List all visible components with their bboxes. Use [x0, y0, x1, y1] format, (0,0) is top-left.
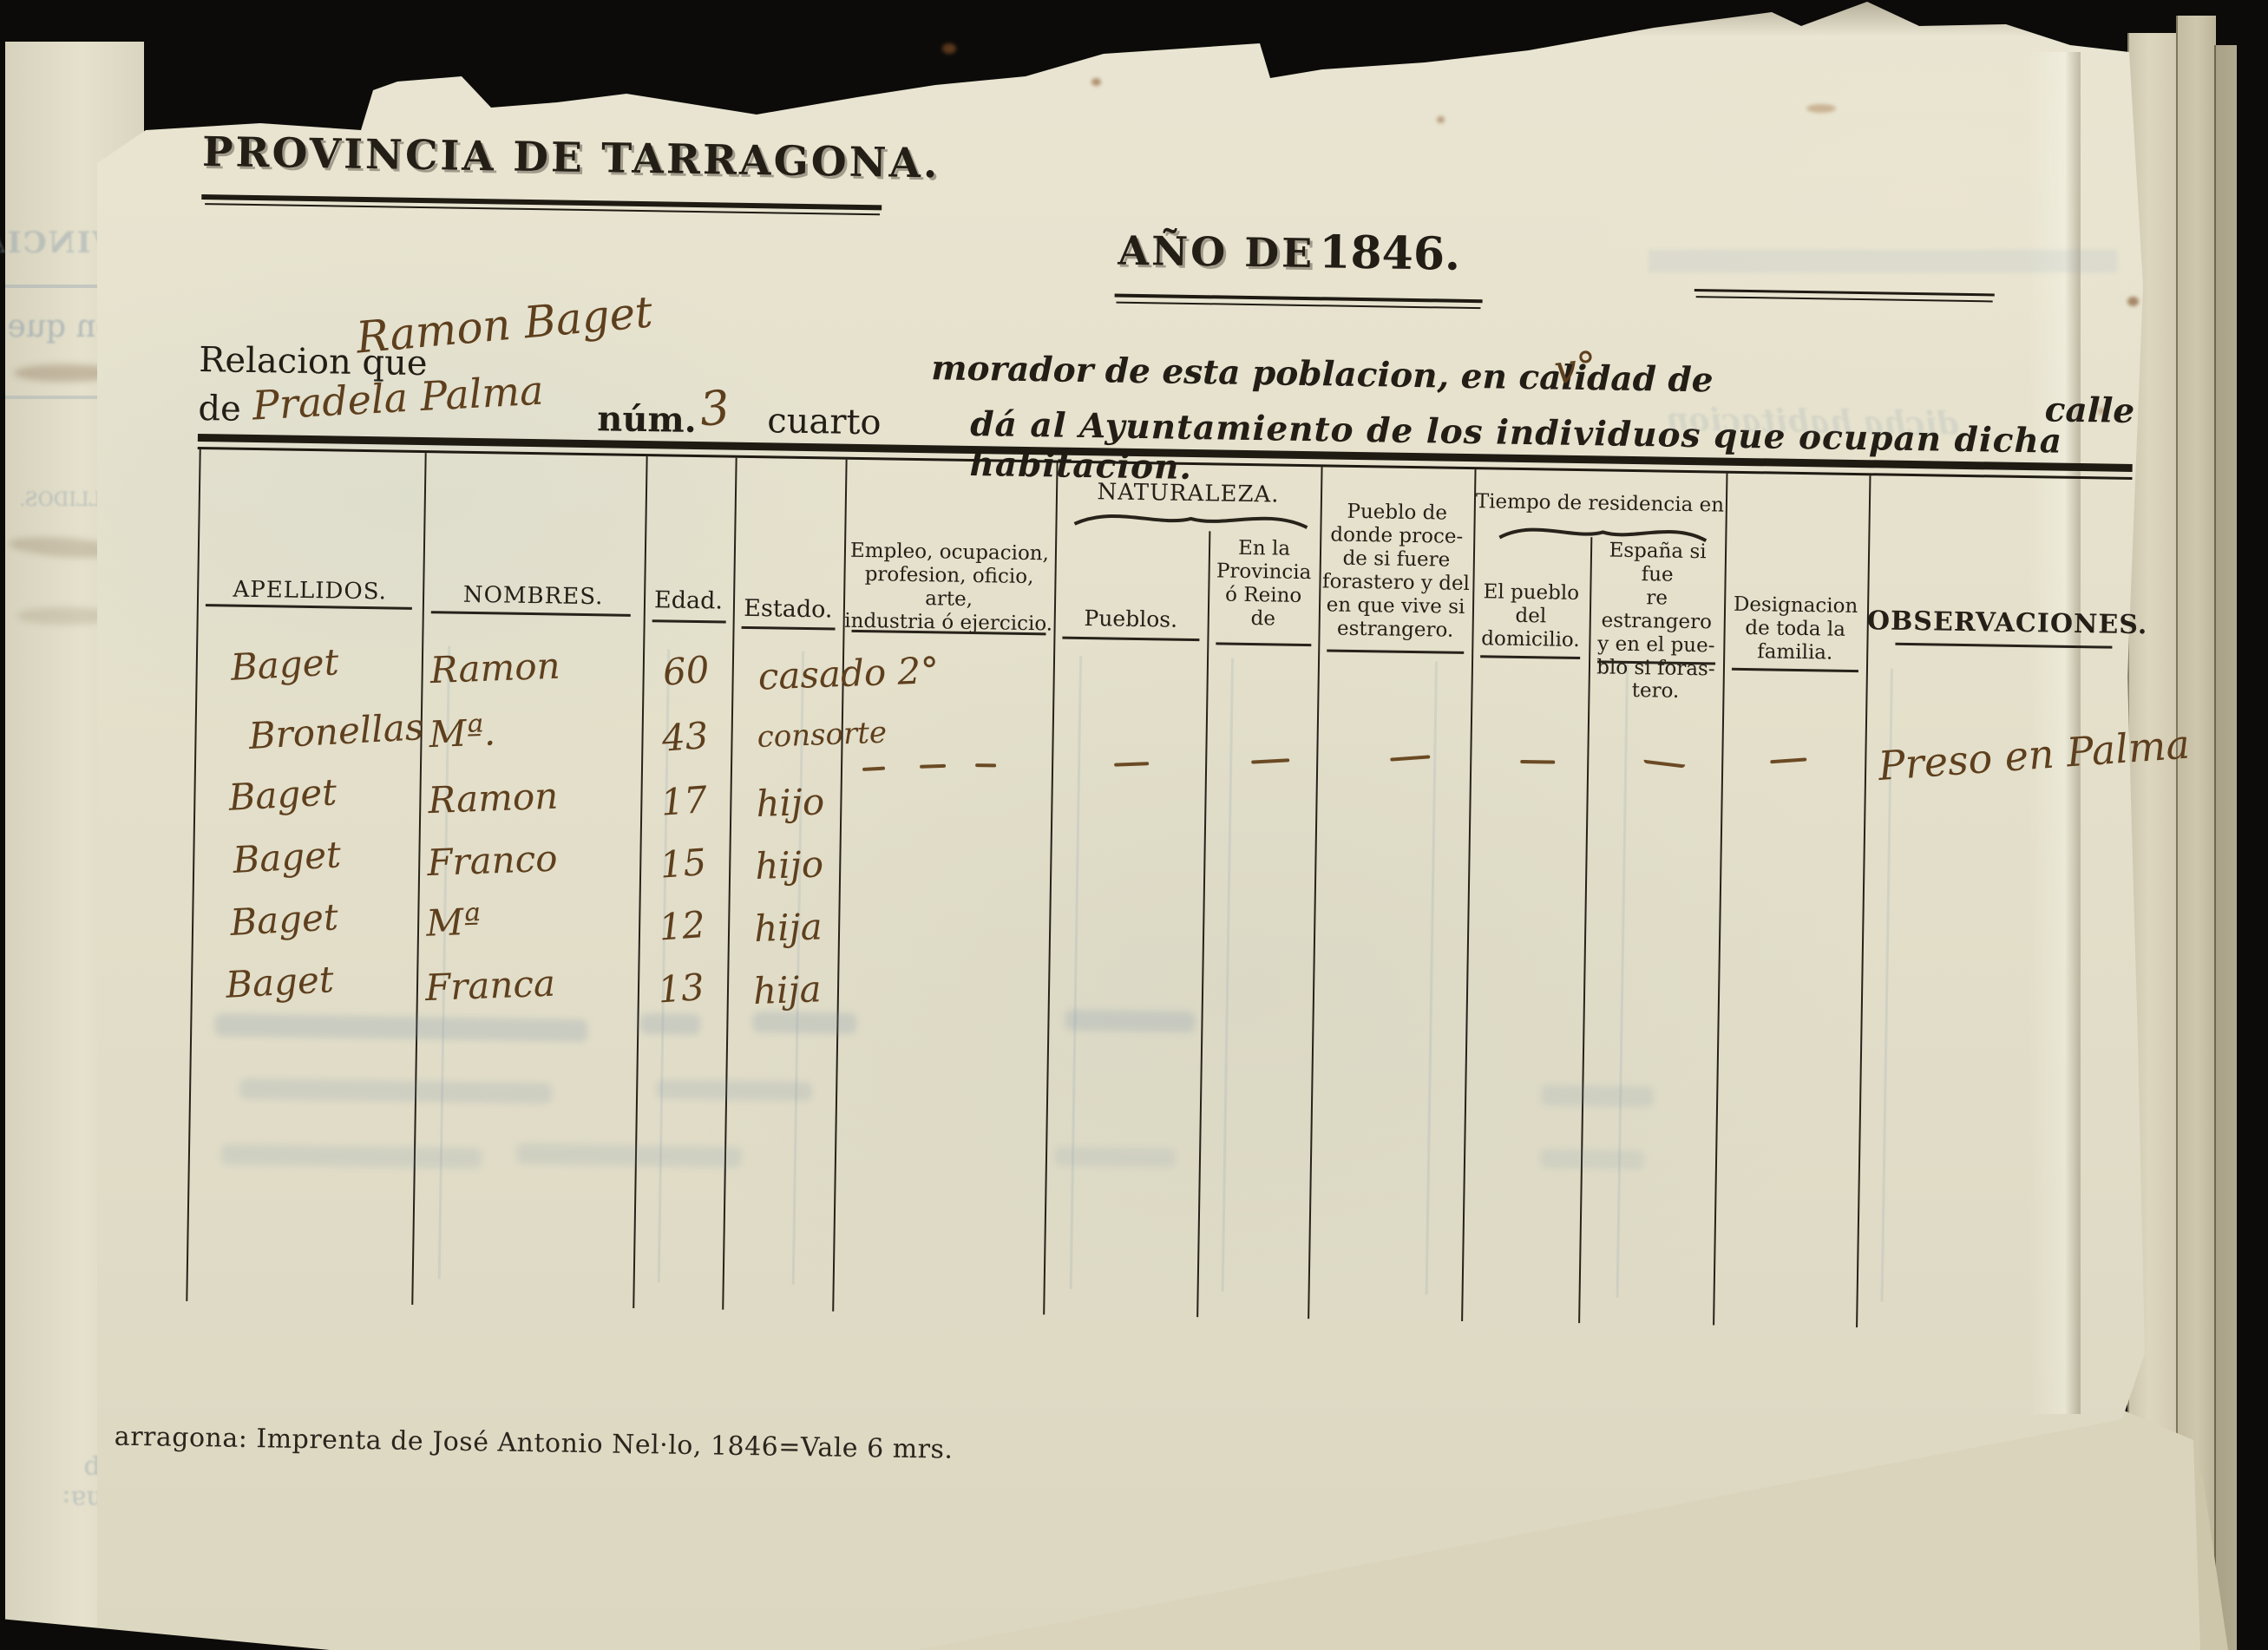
cell-estado: consorte	[756, 715, 888, 756]
tiempo-group-header: Tiempo de residencia en	[1475, 490, 1725, 517]
intro-de: de	[198, 388, 242, 429]
stain	[2098, 408, 2106, 415]
showthrough-handwriting	[17, 607, 113, 625]
cell-edad: 43	[660, 713, 710, 760]
ditto-dash	[1520, 759, 1556, 764]
header-pueblo-procedencia: Pueblo de donde proce- de si fuere foras…	[1321, 500, 1471, 642]
header-underline	[1216, 642, 1312, 647]
cell-edad: 17	[659, 777, 709, 824]
naturaleza-group-header: NATURALEZA.	[1097, 479, 1280, 508]
showthrough-row	[1053, 1146, 1177, 1168]
cell-edad: 13	[656, 965, 706, 1012]
cell-edad: 15	[658, 840, 708, 887]
header-underline	[1062, 636, 1200, 642]
header-edad: Edad.	[653, 586, 724, 615]
header-designacion: Designacion de toda la familia.	[1733, 593, 1858, 665]
header-estado: Estado.	[744, 594, 833, 624]
stain	[1091, 78, 1101, 86]
cell-edad: 60	[661, 647, 711, 694]
showthrough-row	[639, 1013, 701, 1036]
showthrough-rule	[5, 396, 142, 399]
intro-cuarto: cuarto	[766, 401, 882, 443]
stain	[1806, 104, 1836, 113]
cell-apellido: Bronellas	[247, 705, 425, 757]
header-underline	[1895, 642, 2113, 649]
cell-apellido: Baget	[227, 770, 338, 819]
cell-estado: hijo	[755, 780, 826, 826]
calidad-handwriting: v°	[1551, 342, 1600, 394]
stain	[942, 43, 956, 54]
showthrough-row	[214, 1013, 588, 1043]
header-pueblos: Pueblos.	[1084, 606, 1178, 632]
census-table: NATURALEZA. Tiempo de residencia en APEL…	[184, 433, 2192, 1349]
header-provincia: En la Provincia ó Reino de	[1216, 536, 1312, 631]
right-rule	[1695, 296, 1993, 303]
showthrough-rule	[5, 285, 142, 288]
cell-estado: hijo	[754, 842, 824, 888]
naturaleza-brace-icon	[1073, 514, 1308, 529]
cell-nombre: Franca	[424, 961, 556, 1010]
stain	[2127, 297, 2139, 306]
showthrough-row	[220, 1143, 482, 1169]
year-rule	[1116, 301, 1481, 310]
showthrough-band	[1649, 250, 2117, 272]
year-title: AÑO DE 1846.	[1118, 223, 1461, 281]
cell-nombre: Mª.	[428, 710, 496, 756]
cell-nombre: Ramon	[427, 774, 560, 822]
cell-apellido: Baget	[232, 833, 343, 881]
showthrough-row	[1541, 1084, 1655, 1108]
header-underline	[741, 625, 836, 631]
cell-nombre: Franco	[426, 836, 559, 885]
num-handwriting: 3	[697, 379, 732, 437]
cell-nombre: Mª	[425, 900, 482, 945]
page-stack-edge	[2214, 45, 2237, 1650]
header-underline	[652, 619, 726, 624]
cell-nombre: Ramon	[429, 644, 561, 692]
showthrough-row	[239, 1077, 553, 1104]
header-apellidos: APELLIDOS.	[233, 576, 388, 606]
cell-estado: casado 2°	[757, 648, 940, 698]
printer-imprint: arragona: Imprenta de José Antonio Nel·l…	[114, 1421, 954, 1465]
right-rule	[1694, 289, 1995, 297]
header-observaciones: OBSERVACIONES.	[1866, 606, 2148, 641]
cell-estado: hija	[753, 905, 823, 951]
showthrough-row	[1539, 1149, 1645, 1170]
cell-edad: 12	[657, 902, 707, 949]
header-underline	[1327, 649, 1465, 654]
page-fold	[2029, 52, 2081, 1414]
showthrough-row	[752, 1012, 857, 1034]
page-stack-edge	[2176, 16, 2216, 1650]
header-pueblo-domicilio: El pueblo del domicilio.	[1481, 580, 1580, 651]
cell-apellido: Baget	[228, 895, 339, 944]
showthrough-row	[656, 1079, 813, 1102]
year-word: AÑO DE	[1118, 226, 1315, 278]
header-underline	[1480, 655, 1581, 660]
showthrough-row	[515, 1143, 743, 1168]
header-underline	[430, 611, 631, 617]
showthrough-handwriting	[14, 364, 118, 382]
cell-apellido: Baget	[229, 640, 340, 689]
showthrough-right-fragment: dicha habitacion	[1666, 401, 1959, 442]
cell-apellido: Baget	[224, 958, 335, 1006]
showthrough-row	[1065, 1009, 1196, 1033]
header-nombres: NOMBRES.	[462, 581, 604, 611]
year-number: 1846.	[1318, 226, 1461, 281]
declarant-name-handwriting: Ramon Baget	[354, 286, 655, 363]
tiempo-brace-icon	[1498, 527, 1708, 543]
stain	[1437, 116, 1445, 123]
ditto-dash	[975, 763, 997, 768]
header-empleo: Empleo, ocupacion, profesion, oficio, ar…	[844, 539, 1053, 636]
cell-estado: hija	[752, 967, 823, 1013]
intro-num: núm.	[596, 398, 698, 441]
province-title: PROVINCIA DE TARRAGONA.	[201, 128, 941, 188]
